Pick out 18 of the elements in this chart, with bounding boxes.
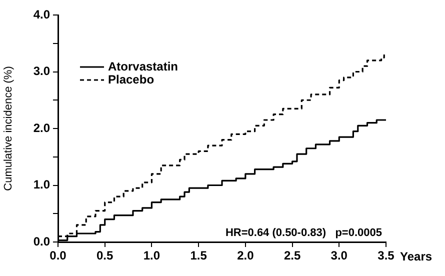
x-tick-label: 3.0 [330,248,348,263]
y-tick-label: 3.0 [33,64,50,78]
legend-label: Atorvastatin [108,59,178,74]
x-tick-label: 0.5 [96,248,114,263]
y-tick-label: 1.0 [33,178,50,192]
annotation: HR=0.64 (0.50-0.83) p=0.0005 [225,227,382,239]
y-tick-label: 0.0 [33,234,50,248]
x-axis-title: Years [400,249,432,264]
x-tick-label: 2.0 [237,248,254,263]
x-tick-label: 0.0 [50,248,67,263]
x-tick-label: 1.5 [190,248,208,263]
x-tick-label: 3.5 [378,248,395,263]
y-axis-title: Cumulative incidence (%) [2,66,15,191]
x-tick-label: 1.0 [143,248,160,263]
x-tick-label: 2.5 [284,248,301,263]
y-tick-label: 2.0 [33,120,50,135]
legend-label: Placebo [108,72,154,86]
y-tick-label: 4.0 [33,7,50,22]
